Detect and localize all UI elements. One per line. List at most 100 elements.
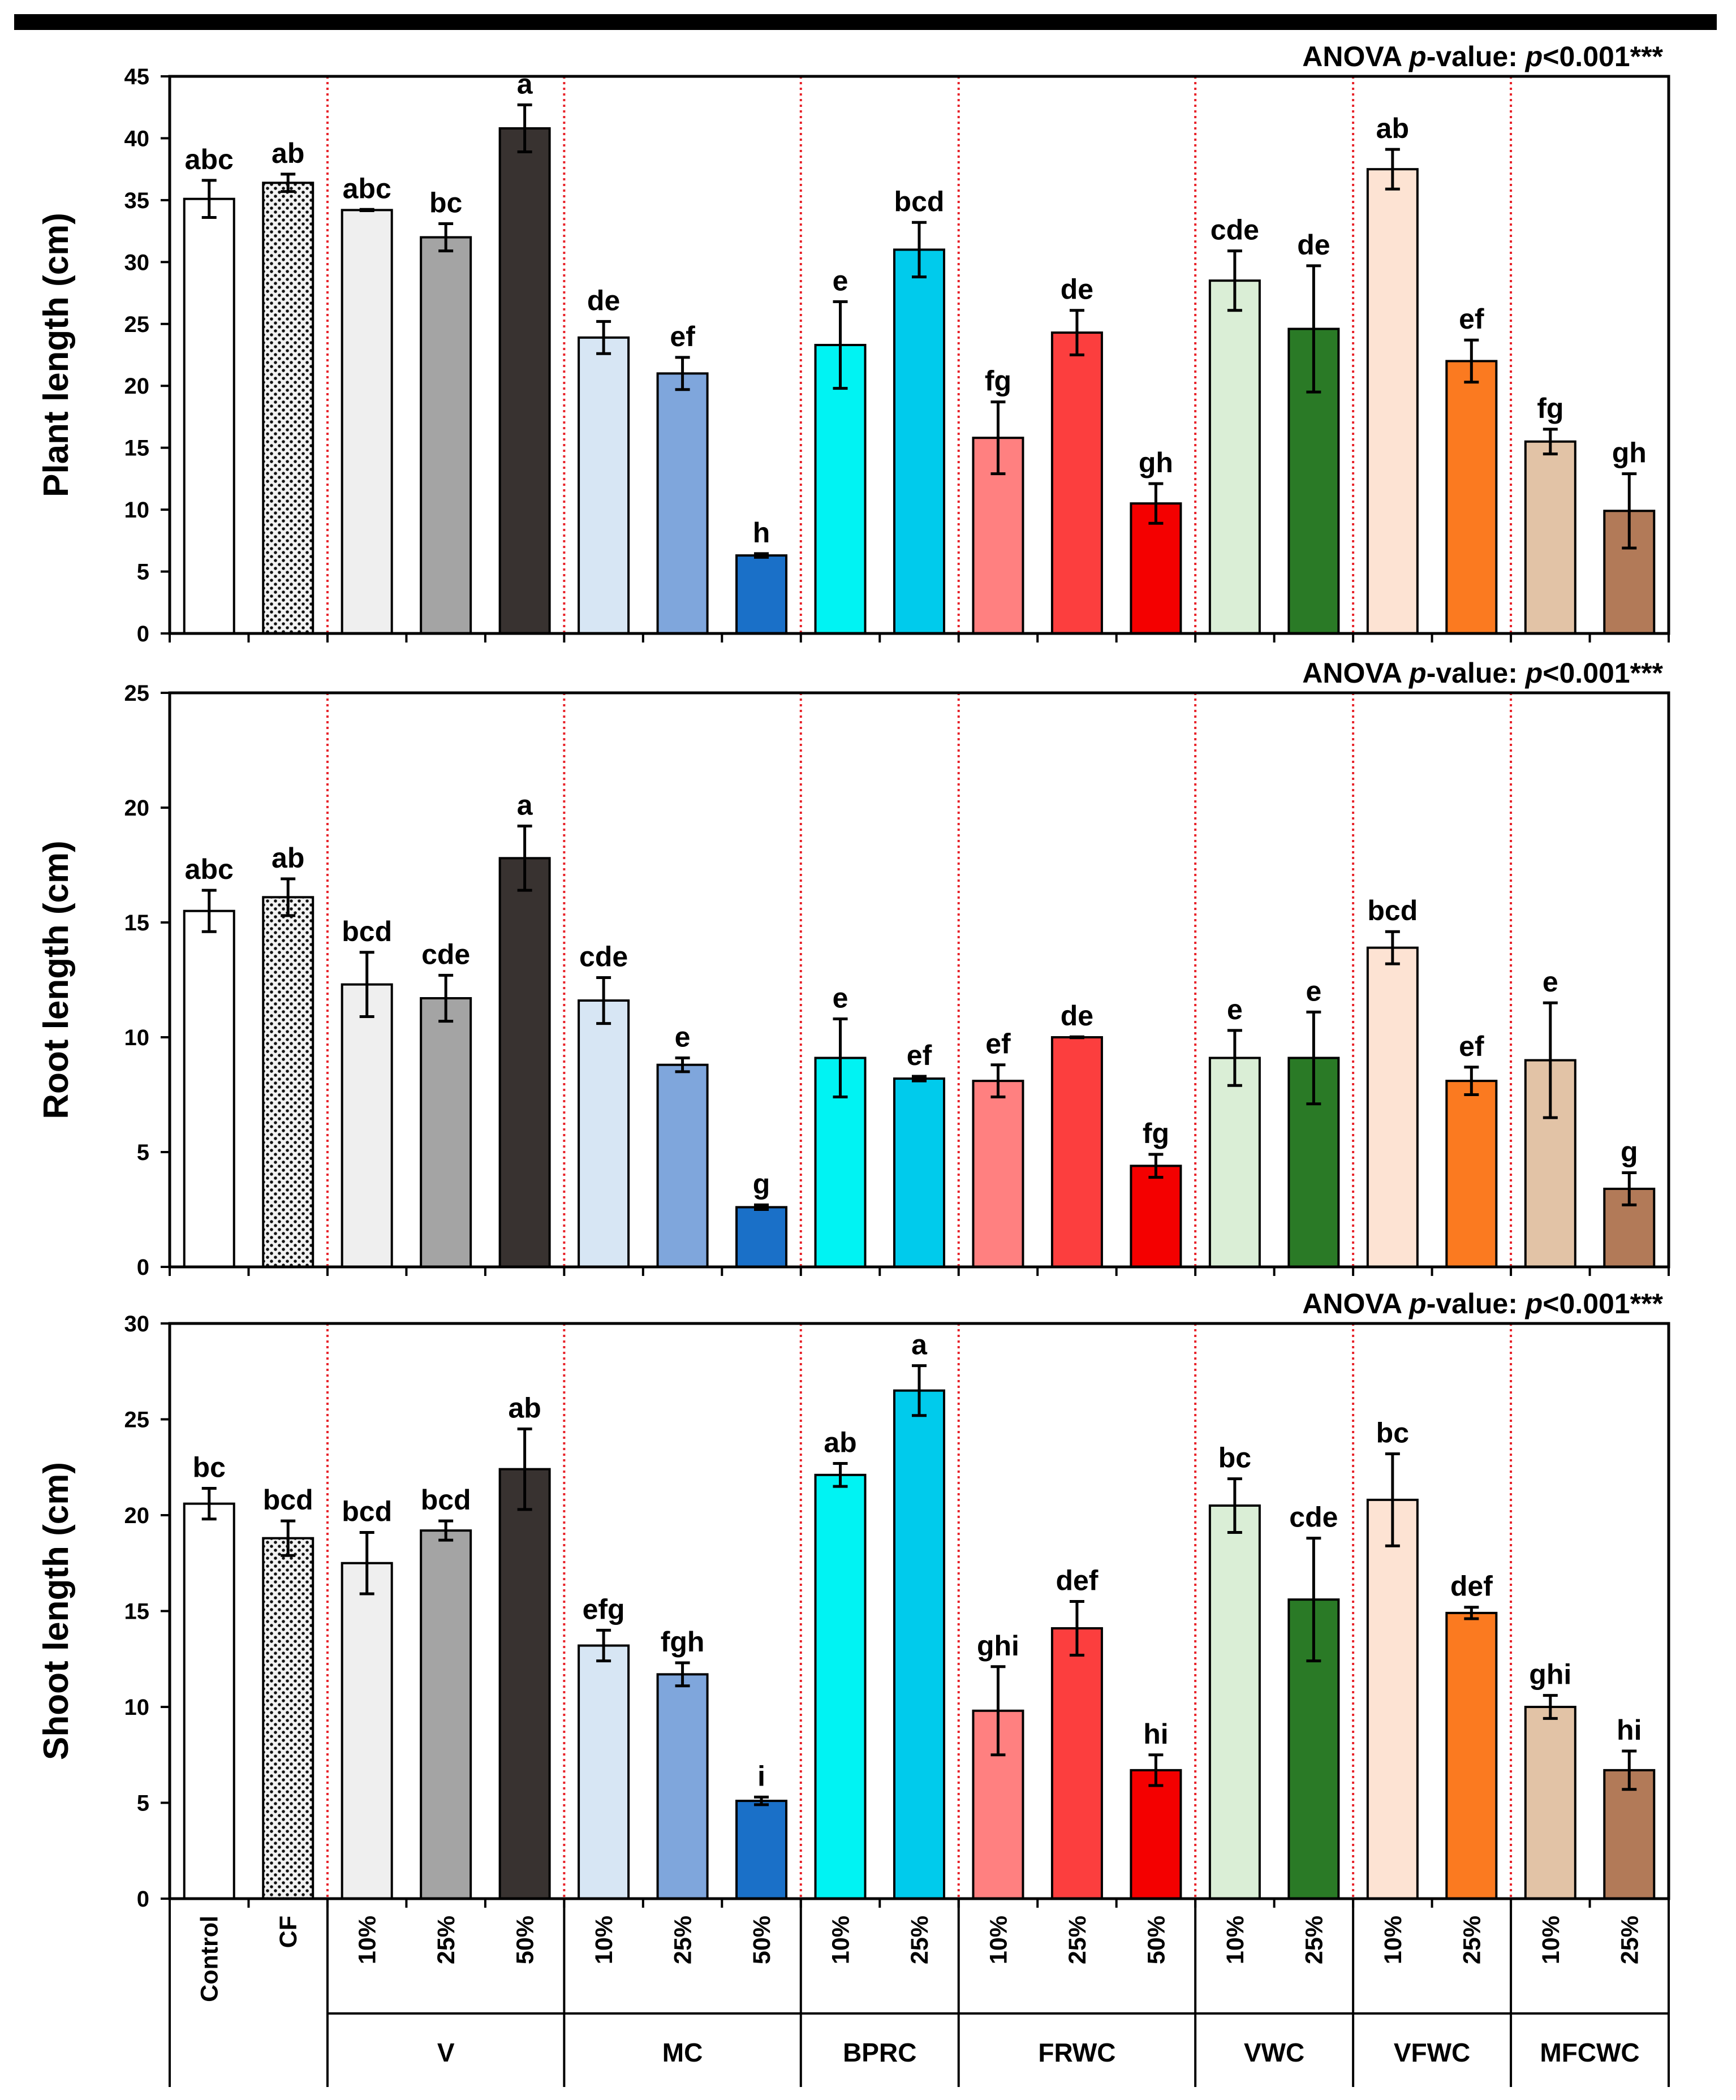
significance-letter: cde xyxy=(1211,214,1259,246)
significance-letter: fg xyxy=(1537,393,1563,424)
significance-letter: i xyxy=(757,1760,765,1792)
top-black-bar xyxy=(14,14,1717,30)
y-tick-label: 15 xyxy=(124,911,150,935)
bar xyxy=(341,983,393,1268)
anova-text-part: ANOVA xyxy=(1302,41,1409,72)
group-label: V xyxy=(437,2038,455,2067)
y-tick-label: 20 xyxy=(124,374,150,399)
x-category-label: 25% xyxy=(433,1916,460,1964)
anova-annotation: ANOVA p-value: p<0.001*** xyxy=(1302,657,1663,689)
bar xyxy=(1130,1165,1182,1269)
bar xyxy=(1524,440,1576,635)
significance-letter: fgh xyxy=(661,1626,705,1658)
bar xyxy=(420,236,472,635)
anova-text-part: p xyxy=(1408,41,1427,72)
bar xyxy=(1445,360,1498,635)
x-category-label: 50% xyxy=(1143,1916,1170,1964)
significance-letter: abc xyxy=(185,853,234,885)
bar xyxy=(893,248,945,635)
significance-letter: cde xyxy=(1289,1502,1338,1533)
x-category-label: 10% xyxy=(591,1916,618,1964)
x-category-label: 10% xyxy=(1537,1916,1565,1964)
significance-letter: bcd xyxy=(342,1496,392,1528)
x-category-label: 10% xyxy=(354,1916,381,1964)
x-category-label: 10% xyxy=(828,1916,855,1964)
anova-text-part: p xyxy=(1524,1288,1543,1319)
bar xyxy=(656,1673,709,1900)
bar xyxy=(656,1063,709,1268)
bar xyxy=(1524,1706,1576,1900)
significance-letter: e xyxy=(675,1021,691,1053)
anova-text-part: <0.001*** xyxy=(1543,657,1663,689)
bar xyxy=(1445,1080,1498,1268)
significance-letter: ab xyxy=(508,1392,541,1424)
significance-letter: e xyxy=(1227,994,1243,1025)
y-tick-label: 15 xyxy=(124,436,150,461)
significance-letter: ef xyxy=(1459,303,1484,335)
bar xyxy=(262,1537,315,1900)
anova-text-part: p xyxy=(1524,657,1543,689)
bar xyxy=(1208,1057,1261,1269)
significance-letter: fg xyxy=(985,365,1011,397)
significance-letter: ab xyxy=(824,1426,856,1458)
significance-letter: def xyxy=(1056,1565,1098,1597)
group-label: FRWC xyxy=(1038,2038,1115,2067)
significance-letter: h xyxy=(753,517,770,549)
bar xyxy=(578,1644,630,1900)
y-tick-label: 15 xyxy=(124,1599,150,1624)
anova-text-part: ANOVA xyxy=(1302,657,1409,689)
significance-letter: bcd xyxy=(263,1484,313,1516)
x-category-label: Control xyxy=(196,1916,223,2002)
y-tick-label: 35 xyxy=(124,188,150,213)
significance-letter: cde xyxy=(421,938,470,970)
significance-letter: de xyxy=(587,284,620,316)
bar xyxy=(1445,1611,1498,1900)
bar xyxy=(498,857,551,1268)
bar xyxy=(1603,1769,1656,1900)
significance-letter: ghi xyxy=(1529,1659,1571,1691)
significance-letter: gh xyxy=(1612,437,1647,469)
bar xyxy=(183,197,235,635)
significance-letter: e xyxy=(1306,975,1321,1007)
significance-letter: ghi xyxy=(977,1630,1019,1662)
bar xyxy=(183,909,235,1268)
significance-letter: a xyxy=(517,789,533,821)
bar xyxy=(420,1529,472,1900)
y-tick-label: 0 xyxy=(137,622,149,646)
x-category-label: 25% xyxy=(670,1916,697,1964)
significance-letter: a xyxy=(517,68,533,100)
significance-letter: hi xyxy=(1143,1718,1168,1750)
significance-letter: bc xyxy=(193,1452,226,1484)
anova-text-part: -value: xyxy=(1427,657,1526,689)
bar xyxy=(498,127,551,635)
significance-letter: bcd xyxy=(421,1484,471,1516)
y-tick-label: 25 xyxy=(124,681,150,706)
group-label: MFCWC xyxy=(1540,2038,1639,2067)
anova-text-part: p xyxy=(1408,1288,1427,1319)
x-category-label: 25% xyxy=(1300,1916,1328,1964)
bar xyxy=(1366,1498,1419,1900)
x-category-label: 25% xyxy=(1458,1916,1485,1964)
significance-letter: bcd xyxy=(894,186,945,217)
x-category-label: 10% xyxy=(985,1916,1012,1964)
y-axis-label: Root length (cm) xyxy=(37,840,76,1119)
x-category-label: 50% xyxy=(512,1916,539,1964)
bar xyxy=(578,336,630,635)
anova-annotation: ANOVA p-value: p<0.001*** xyxy=(1302,41,1663,72)
x-category-label: 25% xyxy=(1616,1916,1643,1964)
anova-text-part: <0.001*** xyxy=(1543,1288,1663,1319)
y-tick-label: 5 xyxy=(137,560,149,585)
y-tick-label: 25 xyxy=(124,1408,150,1433)
significance-letter: ef xyxy=(1459,1030,1484,1062)
significance-letter: bc xyxy=(429,187,462,218)
bar xyxy=(1130,1769,1182,1900)
group-label: MC xyxy=(662,2038,703,2067)
group-label: VFWC xyxy=(1394,2038,1470,2067)
y-tick-label: 0 xyxy=(137,1255,149,1280)
significance-letter: bc xyxy=(1218,1442,1251,1474)
x-category-label: 50% xyxy=(748,1916,776,1964)
plot-frame xyxy=(168,691,1670,1269)
group-label: BPRC xyxy=(843,2038,916,2067)
significance-letter: ab xyxy=(272,842,304,874)
y-axis-label: Shoot length (cm) xyxy=(37,1462,76,1760)
